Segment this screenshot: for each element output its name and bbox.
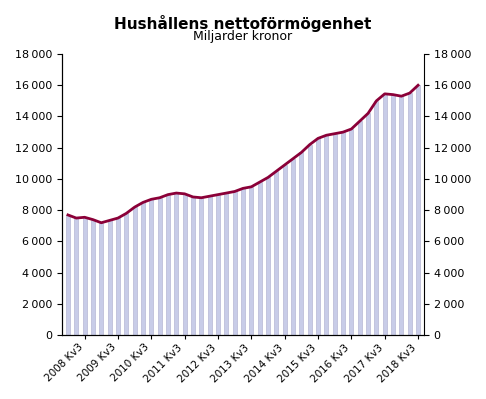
Title: Hushållens nettoförmögenhet: Hushållens nettoförmögenhet — [114, 15, 372, 32]
Bar — [116, 218, 120, 335]
Bar — [258, 182, 262, 335]
Bar — [91, 219, 95, 335]
Bar — [274, 171, 278, 335]
Bar — [208, 196, 212, 335]
Bar — [83, 217, 87, 335]
Bar — [74, 218, 78, 335]
Bar — [133, 207, 137, 335]
Bar — [174, 193, 178, 335]
Bar — [241, 188, 245, 335]
Bar — [149, 200, 154, 335]
Bar — [324, 135, 329, 335]
Bar — [124, 213, 128, 335]
Bar — [291, 159, 295, 335]
Bar — [107, 220, 112, 335]
Bar — [366, 113, 370, 335]
Bar — [316, 138, 320, 335]
Bar — [233, 192, 237, 335]
Bar — [358, 121, 362, 335]
Bar — [183, 194, 187, 335]
Bar — [249, 187, 253, 335]
Bar — [99, 223, 104, 335]
Bar — [299, 152, 303, 335]
Bar — [141, 202, 145, 335]
Bar — [157, 198, 162, 335]
Bar — [199, 198, 204, 335]
Bar — [66, 215, 70, 335]
Bar — [266, 178, 270, 335]
Bar — [382, 94, 387, 335]
Bar — [399, 96, 403, 335]
Bar — [332, 134, 337, 335]
Bar — [391, 95, 395, 335]
Bar — [349, 129, 353, 335]
Bar — [374, 101, 379, 335]
Bar — [416, 85, 420, 335]
Bar — [282, 165, 287, 335]
Bar — [341, 132, 345, 335]
Bar — [191, 197, 195, 335]
Bar — [308, 144, 312, 335]
Text: Miljarder kronor: Miljarder kronor — [193, 30, 293, 43]
Bar — [224, 193, 228, 335]
Bar — [408, 93, 412, 335]
Bar — [216, 195, 220, 335]
Bar — [166, 195, 170, 335]
